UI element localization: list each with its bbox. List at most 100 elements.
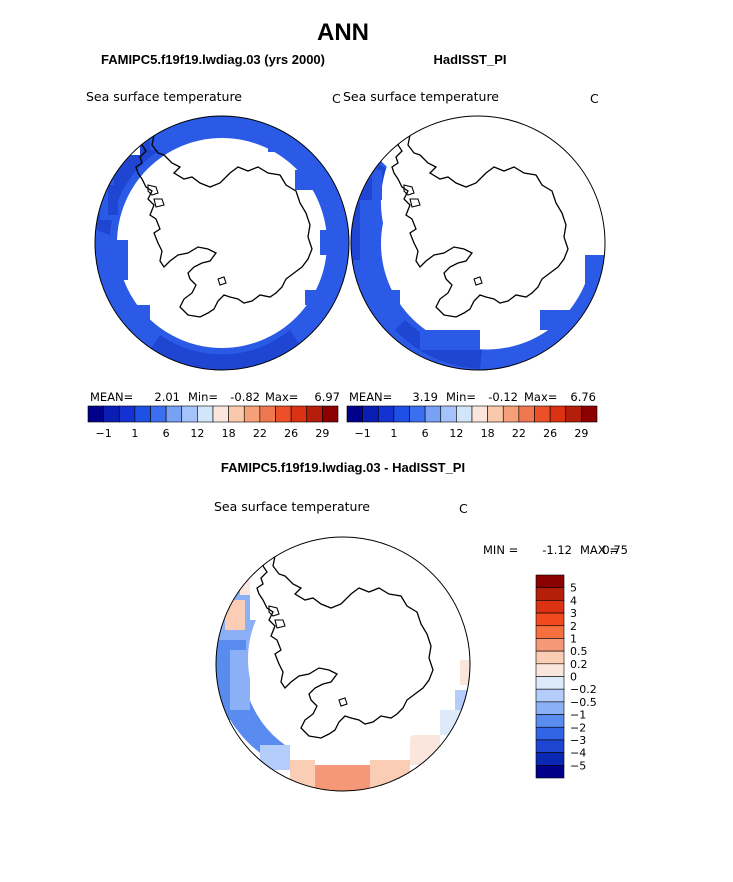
colorbar-model-tick-label: 29 — [315, 427, 329, 440]
colorbar-obs-swatch-6 — [440, 405, 457, 423]
colorbar-diff-swatch-13 — [535, 739, 565, 753]
colorbar-obs-swatch-12 — [534, 405, 551, 423]
colorbar-model-tick-label: 18 — [222, 427, 236, 440]
colorbar-model-tick-label: 1 — [131, 427, 138, 440]
colorbar-obs-swatch-0 — [346, 405, 363, 423]
stats-model-mean-label: MEAN= — [90, 390, 133, 404]
colorbar-diff-tick-label: 4 — [570, 594, 577, 607]
colorbar-diff-swatch-8 — [535, 676, 565, 690]
colorbar-diff-tick-label: 2 — [570, 620, 577, 633]
colorbar-obs-tick-label: 18 — [481, 427, 495, 440]
colorbar-diff-swatch-15 — [535, 765, 565, 779]
colorbar-diff-swatch-4 — [535, 625, 565, 639]
colorbar-obs-tick-label: 1 — [390, 427, 397, 440]
colorbar-model-swatch-6 — [181, 405, 198, 423]
stats-diff: MIN = -1.12 MAX = 0.75 — [483, 543, 628, 557]
colorbar-model-tick-label: 26 — [284, 427, 298, 440]
colorbar-diff-swatch-2 — [535, 600, 565, 614]
colorbar-diff-tick-label: 3 — [570, 607, 577, 620]
panel-diff-units: C — [459, 501, 468, 516]
stats-diff-min: -1.12 — [542, 543, 572, 557]
colorbar-obs-tick-label: −1 — [355, 427, 371, 440]
panel-obs-field-label: Sea surface temperature — [343, 89, 499, 104]
colorbar-obs-swatch-7 — [456, 405, 473, 423]
sst-field-obs — [351, 116, 605, 370]
stats-model: MEAN= 2.01 Min= -0.82 Max= 6.97 — [90, 390, 340, 404]
colorbar-model-swatch-14 — [306, 405, 323, 423]
colorbar-model-tick-label: 12 — [190, 427, 204, 440]
stats-obs: MEAN= 3.19 Min= -0.12 Max= 6.76 — [349, 390, 596, 404]
colorbar-diff-tick-label: 5 — [570, 582, 577, 595]
colorbar-obs-swatch-13 — [549, 405, 567, 423]
colorbar-obs-swatch-14 — [565, 405, 582, 423]
colorbar-obs-tick-label: 6 — [422, 427, 429, 440]
colorbar-diff-swatch-11 — [535, 714, 565, 728]
colorbar-obs-swatch-3 — [393, 405, 410, 423]
panel-model-field-label: Sea surface temperature — [86, 89, 242, 104]
colorbar-obs-swatch-8 — [471, 405, 488, 423]
colorbar-obs-swatch-15 — [581, 405, 598, 423]
colorbar-obs-tick-label: 29 — [574, 427, 588, 440]
colorbar-model-swatch-11 — [259, 405, 276, 423]
colorbar-model-swatch-13 — [290, 405, 308, 423]
colorbar-obs-swatch-9 — [487, 405, 504, 423]
colorbar-obs-swatch-1 — [362, 405, 379, 423]
colorbar-obs-swatch-2 — [377, 405, 395, 423]
stats-model-min-label: Min= — [188, 390, 218, 404]
stats-obs-min-label: Min= — [446, 390, 476, 404]
colorbar-model-swatch-3 — [134, 405, 151, 423]
colorbar-model-swatch-2 — [118, 405, 136, 423]
colorbar-model-swatch-8 — [212, 405, 229, 423]
stats-diff-max-label: MAX = — [580, 543, 619, 557]
stats-obs-mean: 3.19 — [412, 390, 438, 404]
colorbar-diff-tick-label: −0.2 — [570, 683, 597, 696]
colorbar-diff-swatch-7 — [535, 663, 565, 677]
colorbar-model-swatch-9 — [228, 405, 245, 423]
stats-model-mean: 2.01 — [154, 390, 180, 404]
panel-model-units: C — [332, 91, 341, 106]
colorbar-diff-tick-label: 1 — [570, 632, 577, 645]
colorbar-diff-tick-label: −3 — [570, 734, 586, 747]
stats-model-max-label: Max= — [265, 390, 298, 404]
colorbar-model-swatch-10 — [243, 405, 261, 423]
colorbar-obs-tick-label: 26 — [543, 427, 557, 440]
colorbar-diff-swatch-6 — [535, 650, 565, 665]
colorbar-diff-tick-label: −1 — [570, 709, 586, 722]
colorbar-obs-swatch-11 — [518, 405, 535, 423]
colorbar-model-swatch-1 — [103, 405, 120, 423]
colorbar-model-tick-label: −1 — [96, 427, 112, 440]
map-obs — [350, 115, 606, 371]
panel-obs-units: C — [590, 91, 599, 106]
colorbar-obs: −1 1 6 12 18 22 26 29 — [346, 405, 598, 440]
stats-model-max: 6.97 — [314, 390, 340, 404]
stats-diff-max: 0.75 — [602, 543, 628, 557]
colorbar-obs-swatch-5 — [424, 405, 442, 423]
colorbar-diff-tick-label: 0.5 — [570, 645, 588, 658]
panel-diff-field-label: Sea surface temperature — [214, 499, 370, 514]
stats-obs-mean-label: MEAN= — [349, 390, 392, 404]
stats-diff-min-label: MIN = — [483, 543, 518, 557]
panel-model-case-name: FAMIPC5.f19f19.lwdiag.03 (yrs 2000) — [101, 52, 325, 67]
colorbar-diff-swatch-0 — [535, 574, 565, 588]
colorbar-obs-swatch-10 — [502, 405, 520, 423]
colorbar-model-tick-label: 22 — [253, 427, 267, 440]
colorbar-diff-tick-label: −2 — [570, 721, 586, 734]
map-model — [94, 115, 350, 371]
stats-obs-min: -0.12 — [488, 390, 518, 404]
colorbar-diff-swatch-10 — [535, 701, 565, 715]
colorbar-diff-tick-label: −0.5 — [570, 696, 597, 709]
colorbar-model-tick-label: 6 — [163, 427, 170, 440]
colorbar-diff-swatch-1 — [535, 587, 565, 601]
panel-obs-case-name: HadISST_PI — [434, 52, 507, 67]
panel-diff-case-name: FAMIPC5.f19f19.lwdiag.03 - HadISST_PI — [221, 460, 465, 475]
colorbar-model-swatch-0 — [87, 405, 104, 423]
colorbar-diff-swatch-9 — [535, 688, 565, 703]
sst-field-diff — [216, 537, 470, 791]
colorbar-diff-tick-label: −4 — [570, 747, 586, 760]
colorbar-obs-tick-label: 12 — [449, 427, 463, 440]
colorbar-diff-swatch-12 — [535, 726, 565, 741]
colorbar-model-swatch-5 — [165, 405, 183, 423]
colorbar-diff-swatch-5 — [535, 638, 565, 652]
